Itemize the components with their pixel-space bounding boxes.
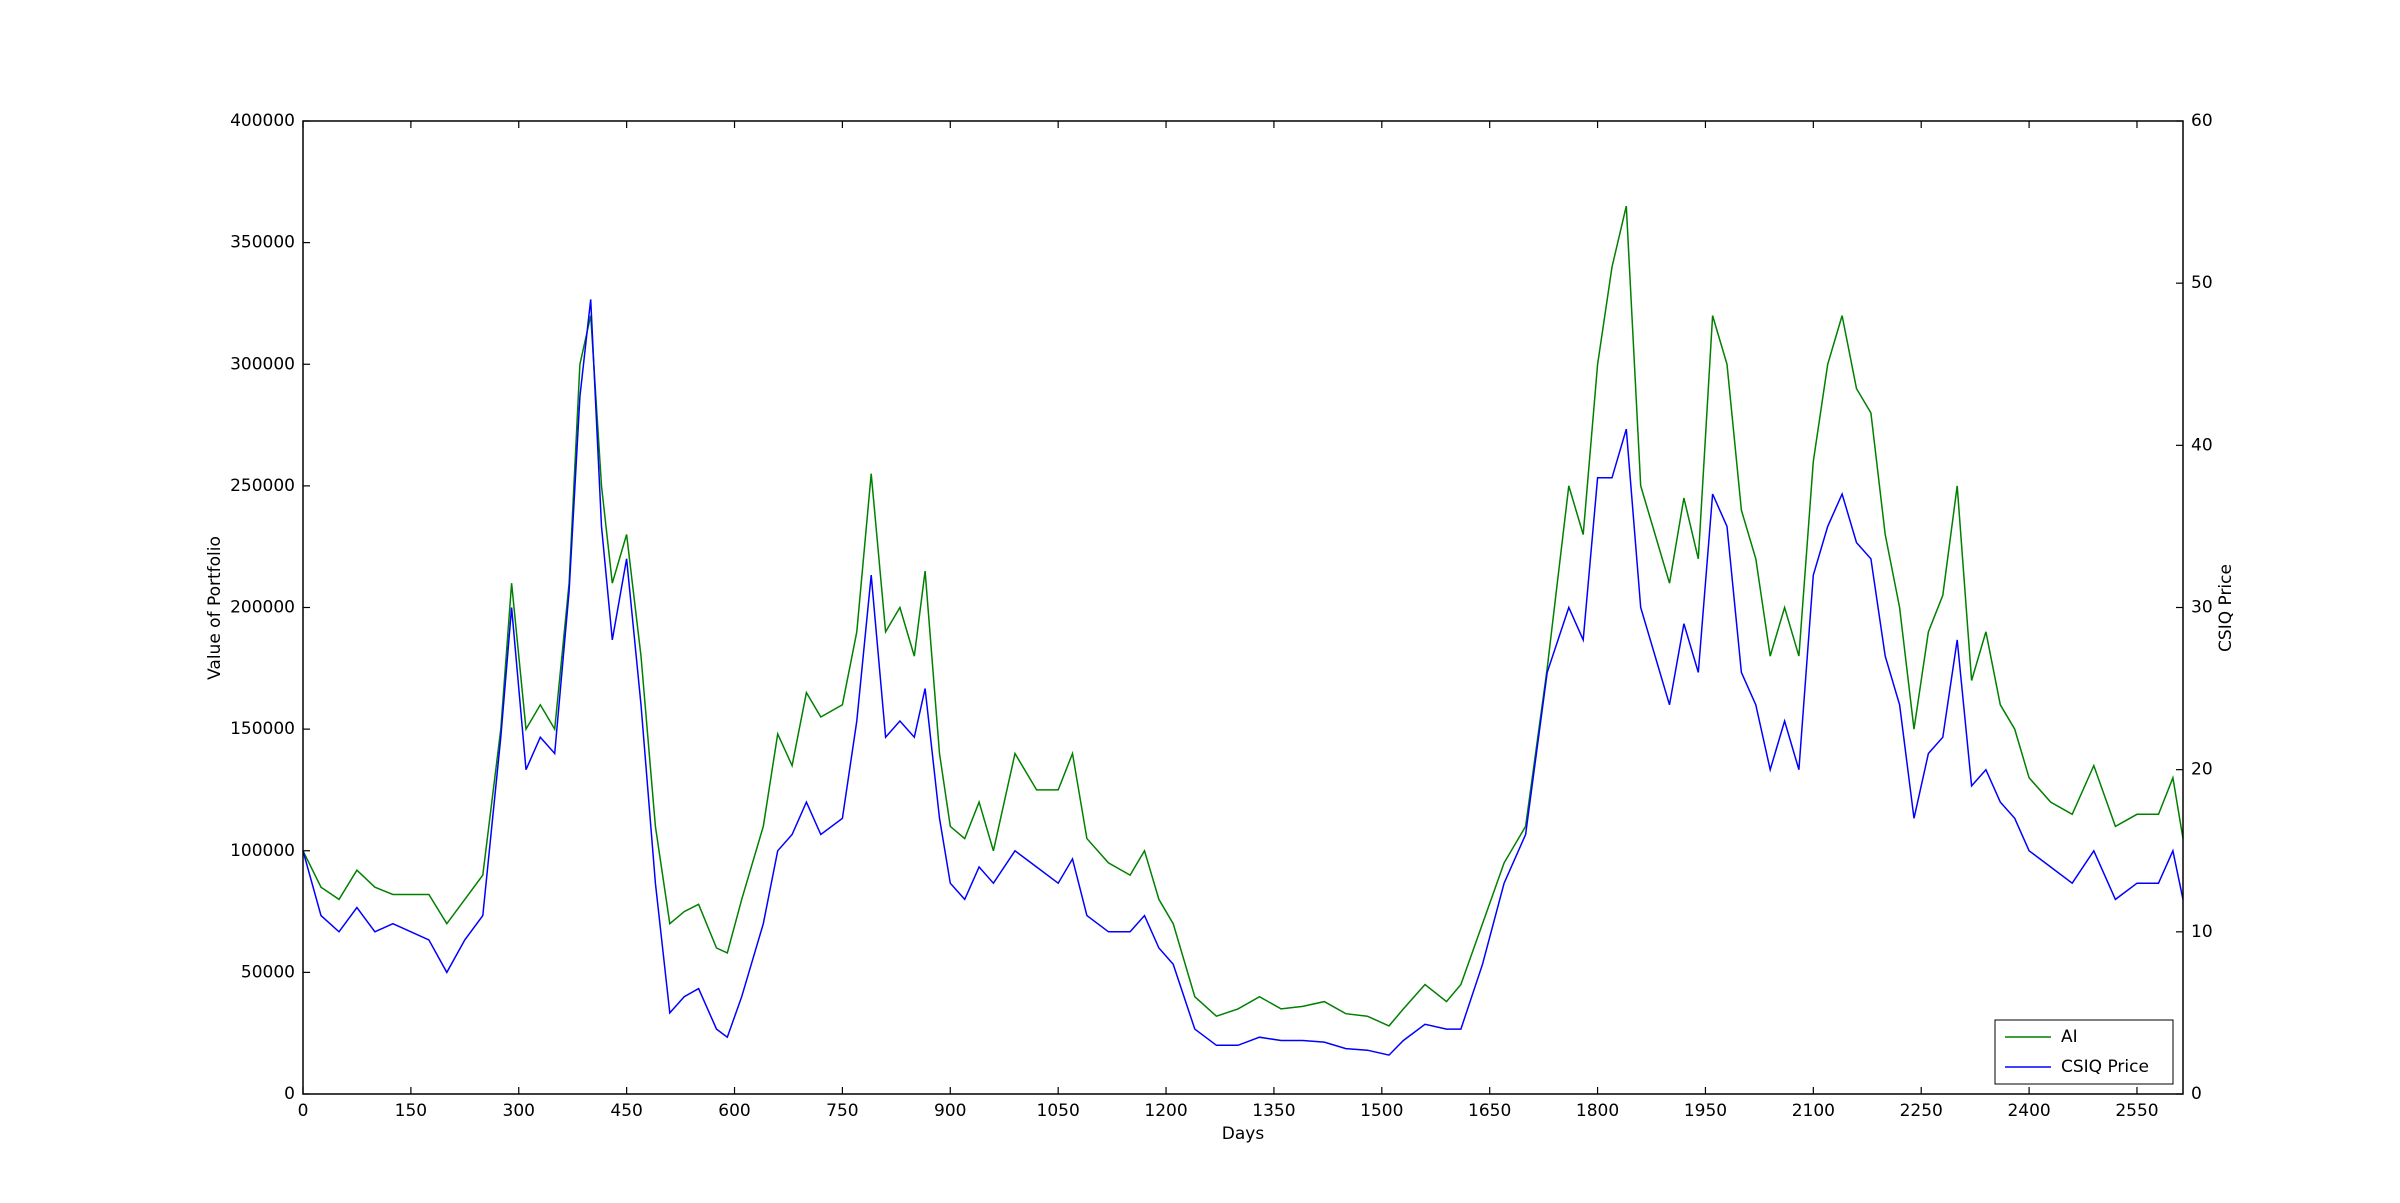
y2-tick-label: 60 [2191,111,2213,131]
x-tick-label: 2100 [1792,1101,1835,1121]
y-tick-label: 0 [284,1084,295,1104]
x-tick-label: 1650 [1468,1101,1511,1121]
x-tick-label: 0 [298,1101,309,1121]
x-tick-label: 1950 [1684,1101,1727,1121]
x-tick-label: 2550 [2115,1101,2158,1121]
y2-tick-label: 20 [2191,760,2213,780]
legend-label: AI [2061,1027,2078,1047]
x-tick-label: 750 [826,1101,858,1121]
x-axis-label: Days [1222,1124,1265,1144]
x-tick-label: 2400 [2007,1101,2050,1121]
x-tick-label: 150 [395,1101,427,1121]
y2-axis-label: CSIQ Price [2216,564,2236,652]
y2-tick-label: 0 [2191,1084,2202,1104]
legend: AI CSIQ Price [1994,1019,2174,1085]
y-tick-label: 50000 [241,962,295,982]
y-tick-label: 150000 [230,719,295,739]
x-tick-label: 900 [934,1101,966,1121]
x-tick-label: 1350 [1252,1101,1295,1121]
y-tick-label: 350000 [230,233,295,253]
legend-label: CSIQ Price [2061,1057,2149,1077]
y-tick-label: 400000 [230,111,295,131]
series-line [302,205,2184,1027]
y-tick-label: 100000 [230,841,295,861]
x-tick-label: 2250 [1900,1101,1943,1121]
x-tick-label: 1800 [1576,1101,1619,1121]
x-tick-label: 450 [610,1101,642,1121]
x-tick-label: 1500 [1360,1101,1403,1121]
y-tick-label: 300000 [230,354,295,374]
y2-tick-label: 10 [2191,922,2213,942]
y-tick-label: 200000 [230,598,295,618]
y-tick-label: 250000 [230,476,295,496]
x-tick-label: 300 [503,1101,535,1121]
plot-frame [302,120,2184,1095]
y2-tick-label: 30 [2191,598,2213,618]
series-line [302,299,2184,1056]
y2-tick-label: 40 [2191,435,2213,455]
y2-tick-label: 50 [2191,273,2213,293]
x-tick-label: 1050 [1037,1101,1080,1121]
legend-box [1994,1019,2174,1085]
x-tick-label: 600 [718,1101,750,1121]
x-tick-label: 1200 [1144,1101,1187,1121]
y-axis-label: Value of Portfolio [205,536,225,680]
